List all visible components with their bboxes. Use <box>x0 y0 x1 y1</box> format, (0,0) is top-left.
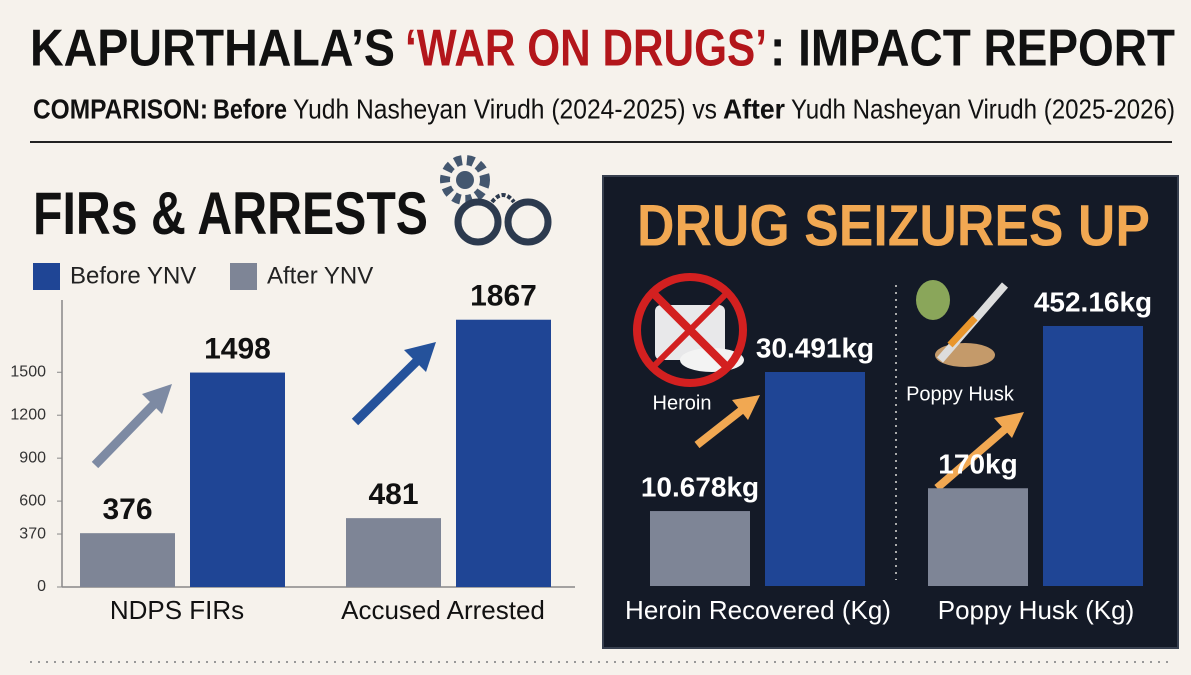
y-tick-label: 600 <box>19 492 46 509</box>
arrow <box>934 412 1024 492</box>
bar <box>80 533 175 587</box>
bar <box>1043 326 1143 586</box>
value-label: 1867 <box>470 280 537 313</box>
legend-swatch <box>230 263 257 290</box>
arrow <box>91 384 172 469</box>
poppy-icon <box>916 280 1009 367</box>
value-label: 452.16kg <box>1034 286 1152 317</box>
bar <box>928 488 1028 586</box>
legend-label: Before YNV <box>70 262 196 289</box>
x-tick-label: NDPS FIRs <box>110 595 244 625</box>
title-highlight: ‘WAR ON DRUGS’ <box>405 20 767 78</box>
subtitle-part: Yudh Nasheyan Virudh (2025-2026) <box>791 93 1175 124</box>
x-tick-label: Heroin Recovered (Kg) <box>625 595 891 625</box>
arrow <box>351 342 436 426</box>
icon-label: Poppy Husk <box>906 383 1015 405</box>
subtitle-part: After <box>723 93 785 124</box>
legend-label: After YNV <box>267 262 373 289</box>
arrow <box>694 395 760 449</box>
legend-swatch <box>33 263 60 290</box>
y-tick-label: 1500 <box>10 363 46 380</box>
value-label: 1498 <box>204 332 271 365</box>
title-part: : IMPACT REPORT <box>770 20 1175 78</box>
value-label: 10.678kg <box>641 471 759 502</box>
subtitle-part: Before <box>213 93 287 124</box>
bar <box>346 518 441 587</box>
icon-label: Heroin <box>653 392 712 414</box>
x-tick-label: Accused Arrested <box>341 595 545 625</box>
y-tick-label: 370 <box>19 525 46 542</box>
y-tick-label: 900 <box>19 449 46 466</box>
value-label: 376 <box>102 493 152 526</box>
x-tick-label: Poppy Husk (Kg) <box>938 595 1135 625</box>
chart-title: FIRs & ARRESTS <box>33 180 428 247</box>
subtitle-part: COMPARISON: <box>33 93 208 124</box>
subtitle-part: Yudh Nasheyan Virudh (2024-2025) vs <box>293 93 717 124</box>
title-part: KAPURTHALA’S <box>30 20 395 78</box>
bar <box>650 511 750 586</box>
bar <box>190 372 285 587</box>
heroin-icon <box>633 273 747 387</box>
panel-title: DRUG SEIZURES UP <box>637 193 1150 258</box>
value-label: 30.491kg <box>756 332 874 363</box>
y-tick-label: 1200 <box>10 406 46 423</box>
value-label: 170kg <box>938 449 1017 480</box>
value-label: 481 <box>368 478 418 511</box>
bar <box>456 319 551 587</box>
y-tick-label: 0 <box>37 578 46 595</box>
handcuff-icon <box>440 155 552 246</box>
bar <box>765 372 865 586</box>
